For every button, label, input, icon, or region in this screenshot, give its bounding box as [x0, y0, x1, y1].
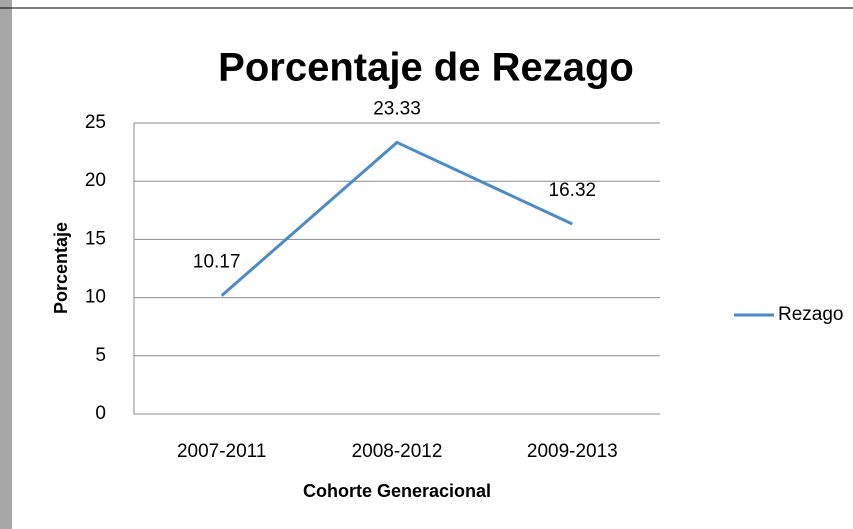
x-tick-label: 2007-2011 — [177, 441, 266, 462]
y-tick-label: 20 — [85, 170, 106, 191]
x-tick-label: 2008-2012 — [352, 441, 443, 462]
y-tick-label: 0 — [95, 403, 106, 424]
y-tick-label: 5 — [95, 345, 106, 366]
line-series — [220, 140, 573, 297]
side-strip — [0, 0, 12, 529]
y-tick-label: 10 — [85, 287, 106, 308]
data-label: 10.17 — [193, 252, 241, 273]
chart-title: Porcentaje de Rezago — [218, 46, 634, 90]
y-tick-label: 15 — [85, 228, 106, 249]
data-label: 23.33 — [373, 98, 421, 119]
x-tick-label: 2009-2013 — [527, 441, 618, 462]
y-tick-label: 25 — [85, 112, 106, 133]
legend-label: Rezago — [778, 304, 844, 325]
x-axis-label: Cohorte Generacional — [303, 481, 491, 501]
data-label: 16.32 — [549, 180, 597, 201]
y-axis-label: Porcentaje — [51, 222, 71, 314]
